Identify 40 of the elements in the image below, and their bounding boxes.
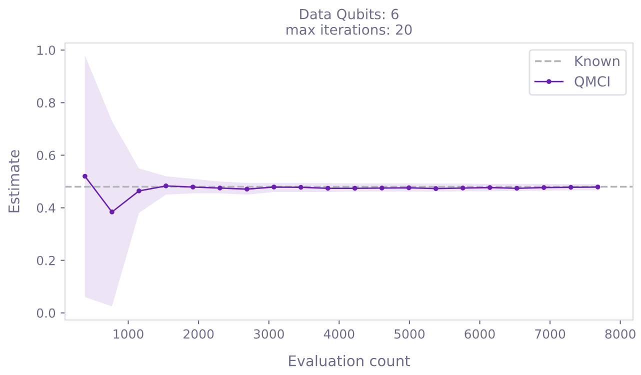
point (514, 186, 520, 191)
y-tick-label: 0.2 (36, 256, 55, 266)
point (487, 185, 492, 190)
y-tick-label: 0.8 (36, 98, 56, 108)
y-axis-title: Estimate (8, 150, 20, 212)
x-tick-label: 7000 (535, 329, 566, 339)
y-tick-label: 0.4 (36, 203, 56, 213)
x-tick-label: 6000 (464, 329, 495, 339)
point (460, 186, 466, 190)
point (352, 186, 358, 191)
point (244, 186, 250, 192)
point (110, 210, 114, 214)
y-tick-label: 0.6 (36, 150, 56, 160)
chart-title: Data Qubits: 6 (300, 8, 398, 21)
x-tick-label: 5000 (394, 329, 425, 339)
point (541, 185, 546, 190)
x-tick-label: 1000 (114, 329, 144, 339)
x-axis-title: Evaluation count (289, 355, 410, 366)
point (379, 186, 384, 190)
y-tick-label: 0.0 (36, 308, 56, 318)
chart-subtitle: max iterations: 20 (286, 24, 412, 35)
point (298, 184, 304, 190)
x-tick-label: 4000 (324, 329, 354, 339)
legend-label: QMCI (574, 76, 610, 88)
point (595, 184, 600, 190)
point (325, 186, 330, 191)
y-tick-label: 1.0 (37, 46, 56, 56)
point (136, 188, 142, 194)
x-tick-label: 3000 (254, 329, 284, 339)
point (164, 184, 168, 188)
point (406, 185, 412, 190)
point (82, 174, 88, 179)
point (190, 184, 196, 190)
legend-label: Known (575, 56, 620, 66)
x-tick-label: 2000 (184, 329, 214, 339)
point (433, 186, 438, 192)
point (568, 184, 574, 190)
point (218, 186, 222, 190)
point (271, 184, 276, 190)
x-tick-label: 8000 (605, 329, 636, 339)
